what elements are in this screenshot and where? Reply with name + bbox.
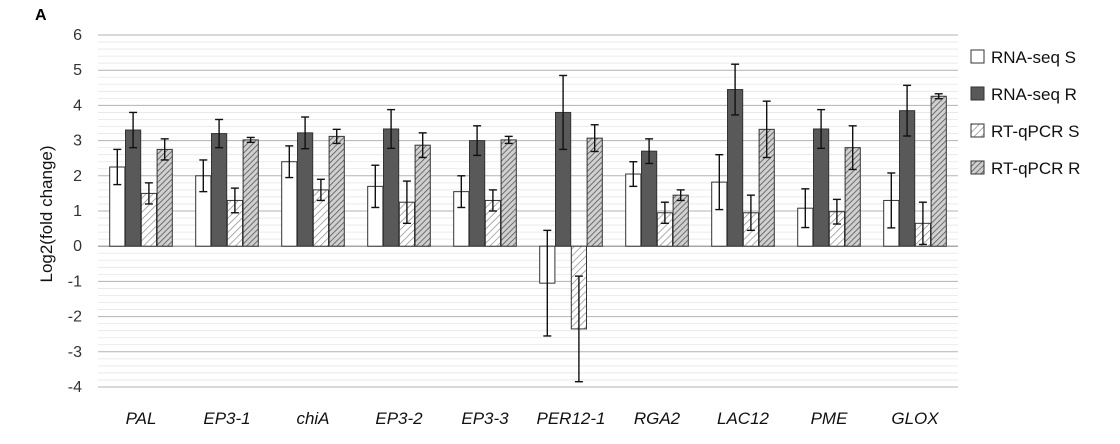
category-label: GLOX — [891, 409, 939, 428]
error-bar — [199, 159, 208, 193]
category-label: EP3-3 — [461, 409, 509, 428]
legend-label: RNA-seq S — [991, 48, 1076, 67]
error-bar — [817, 108, 826, 150]
legend-label: RT-qPCR S — [991, 122, 1080, 141]
error-bar — [903, 84, 912, 137]
error-bar — [488, 189, 497, 212]
error-bar — [660, 201, 669, 225]
y-tick-label: 4 — [73, 97, 82, 114]
error-bar — [316, 178, 325, 202]
y-axis-label: Log2(fold change) — [37, 145, 56, 282]
error-bar — [934, 93, 943, 100]
legend-item: RT-qPCR S — [970, 122, 1080, 141]
y-tick-label: -3 — [68, 344, 82, 361]
error-bar — [371, 164, 380, 209]
error-bar — [746, 194, 755, 232]
bar-series — [109, 89, 947, 330]
error-bar — [144, 182, 153, 205]
y-tick-label: 2 — [73, 168, 82, 185]
category-label: PAL — [126, 409, 157, 428]
error-bar — [504, 135, 513, 145]
legend-item: RT-qPCR R — [970, 159, 1080, 178]
panel-label: A — [35, 7, 47, 24]
error-bar — [731, 63, 740, 116]
error-bar — [246, 136, 255, 144]
y-tick-label: 6 — [73, 27, 82, 44]
error-bar — [559, 74, 568, 151]
y-tick-label: 1 — [73, 203, 82, 220]
error-bar — [473, 125, 482, 157]
error-bar — [832, 198, 841, 225]
error-bar — [387, 108, 396, 150]
bar — [672, 194, 689, 247]
bar — [211, 133, 228, 247]
bar — [641, 150, 658, 247]
bar — [469, 140, 486, 247]
category-label: EP3-1 — [203, 409, 250, 428]
y-tick-label: -4 — [68, 379, 82, 396]
error-bar — [801, 188, 810, 229]
category-label: chiA — [296, 409, 329, 428]
legend-swatch — [970, 49, 985, 64]
error-bar — [418, 132, 427, 159]
category-label: EP3-2 — [375, 409, 423, 428]
legend-label: RT-qPCR R — [991, 159, 1080, 178]
error-bar — [301, 116, 310, 150]
error-bar — [402, 180, 411, 225]
category-labels: PAL EP3-1 chiA EP3-2 EP3-3 PER12-1 RGA2 LAC12 PM… — [126, 409, 940, 428]
y-tick-label: 0 — [73, 238, 82, 255]
legend: RNA-seq S RNA-seq R RT-qPCR S RT-qPCR R — [970, 48, 1080, 178]
legend-item: RNA-seq R — [970, 85, 1077, 104]
error-bar — [629, 161, 638, 188]
bar — [930, 95, 947, 247]
error-bars — [113, 63, 943, 383]
bar — [297, 132, 314, 247]
error-bar — [215, 118, 224, 149]
bar — [242, 139, 259, 247]
legend-label: RNA-seq R — [991, 85, 1077, 104]
y-tick-labels: 6 5 4 3 2 1 0 -1 -2 -3 -4 — [68, 27, 82, 396]
category-label: PER12-1 — [537, 409, 606, 428]
legend-swatch — [970, 123, 985, 138]
y-tick-label: 5 — [73, 62, 82, 79]
legend-swatch — [970, 86, 985, 101]
bar — [156, 148, 173, 247]
y-tick-label: 3 — [73, 133, 82, 150]
y-tick-label: -1 — [68, 273, 82, 290]
error-bar — [574, 275, 583, 383]
error-bar — [129, 111, 138, 149]
error-bar — [285, 145, 294, 179]
legend-item: RNA-seq S — [970, 48, 1076, 67]
category-label: LAC12 — [717, 409, 770, 428]
error-bar — [676, 189, 685, 202]
bar — [328, 135, 345, 247]
error-bar — [230, 187, 239, 214]
error-bar — [113, 148, 122, 186]
error-bar — [543, 229, 552, 337]
error-bar — [645, 138, 654, 165]
y-tick-label: -2 — [68, 309, 82, 326]
bar — [500, 139, 517, 247]
error-bar — [457, 175, 466, 209]
bar — [414, 144, 431, 247]
error-bar — [715, 153, 724, 211]
error-bar — [918, 201, 927, 246]
bar — [586, 137, 603, 247]
category-label: PME — [811, 409, 849, 428]
error-bar — [160, 138, 169, 161]
category-label: RGA2 — [634, 409, 681, 428]
error-bar — [848, 125, 857, 171]
error-bar — [887, 172, 896, 229]
error-bar — [762, 100, 771, 159]
legend-swatch — [970, 160, 985, 175]
error-bar — [590, 124, 599, 153]
error-bar — [332, 128, 341, 145]
